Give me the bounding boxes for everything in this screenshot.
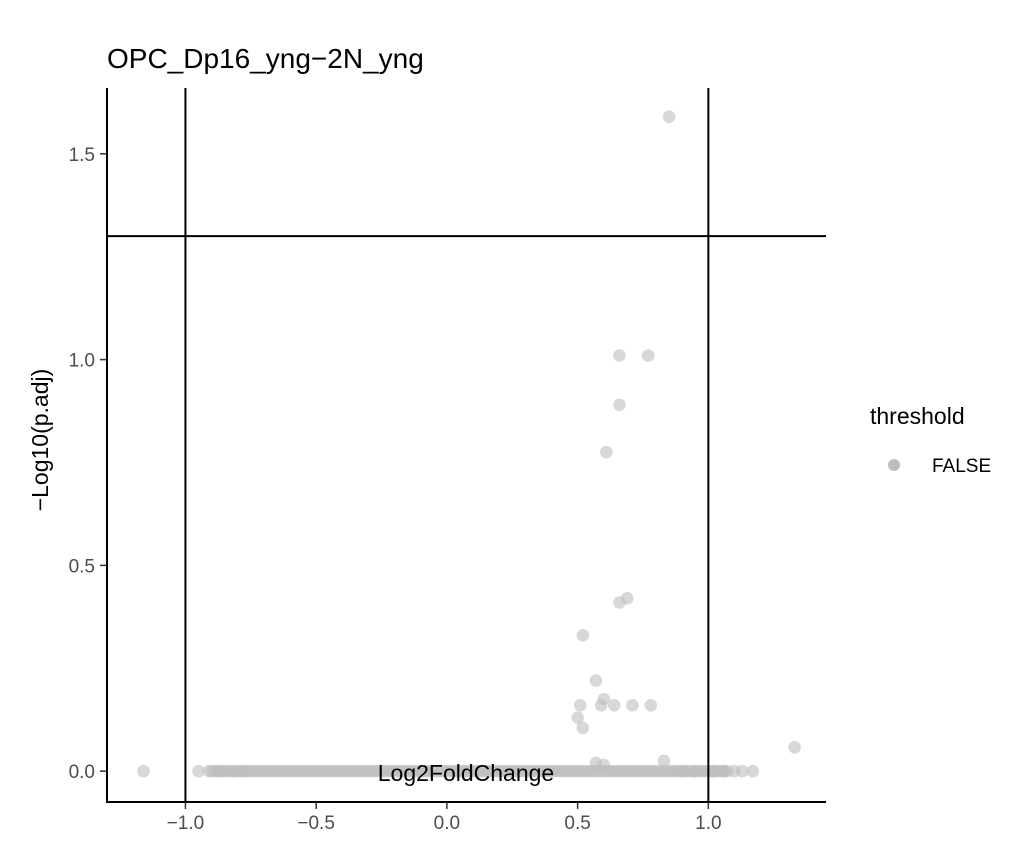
x-tick-label: 0.0 xyxy=(434,813,460,834)
data-point xyxy=(707,764,720,778)
data-point xyxy=(594,698,608,712)
data-point xyxy=(788,740,801,754)
data-point xyxy=(192,764,205,778)
x-tick-label: −1.0 xyxy=(167,813,205,834)
data-point xyxy=(202,764,216,778)
legend-label-false: FALSE xyxy=(932,456,991,477)
data-point xyxy=(688,764,702,778)
data-point xyxy=(226,764,239,778)
legend: threshold FALSE xyxy=(870,403,991,477)
x-tick-label: 0.5 xyxy=(564,813,590,834)
y-tick-label: 1.5 xyxy=(69,145,95,166)
data-point xyxy=(641,349,655,362)
data-point xyxy=(613,349,626,362)
data-point xyxy=(576,629,590,642)
x-axis-ticks: −1.0 −0.5 0.0 0.5 1.0 xyxy=(167,802,722,834)
data-point xyxy=(213,764,226,778)
data-point xyxy=(675,764,689,778)
data-point xyxy=(717,764,731,778)
x-tick-label: 1.0 xyxy=(695,813,721,834)
data-point xyxy=(607,698,621,712)
x-tick-label: −0.5 xyxy=(297,813,335,834)
reference-lines xyxy=(107,88,826,802)
data-point xyxy=(613,398,626,412)
x-axis-title: Log2FoldChange xyxy=(378,760,554,786)
data-point xyxy=(597,758,611,772)
data-point xyxy=(657,754,671,768)
y-tick-label: 0.5 xyxy=(69,556,95,577)
data-point xyxy=(573,698,587,712)
data-points xyxy=(137,110,801,778)
legend-key-false xyxy=(888,459,900,471)
data-point xyxy=(746,764,760,778)
data-point xyxy=(736,764,749,778)
data-point xyxy=(576,721,590,735)
data-point xyxy=(662,110,676,124)
data-point xyxy=(600,445,613,459)
y-axis-ticks: 0.0 0.5 1.0 1.5 xyxy=(69,145,107,783)
data-point xyxy=(589,674,603,687)
data-point xyxy=(571,711,584,724)
data-point xyxy=(137,764,150,778)
legend-title: threshold xyxy=(870,403,965,429)
data-point xyxy=(613,596,626,609)
data-point xyxy=(644,698,658,712)
data-point xyxy=(236,764,250,778)
y-axis-title: −Log10(p.adj) xyxy=(27,369,53,512)
y-tick-label: 1.0 xyxy=(69,351,95,372)
data-point xyxy=(626,698,639,712)
chart-title: OPC_Dp16_yng−2N_yng xyxy=(107,43,424,74)
y-tick-label: 0.0 xyxy=(69,762,95,783)
